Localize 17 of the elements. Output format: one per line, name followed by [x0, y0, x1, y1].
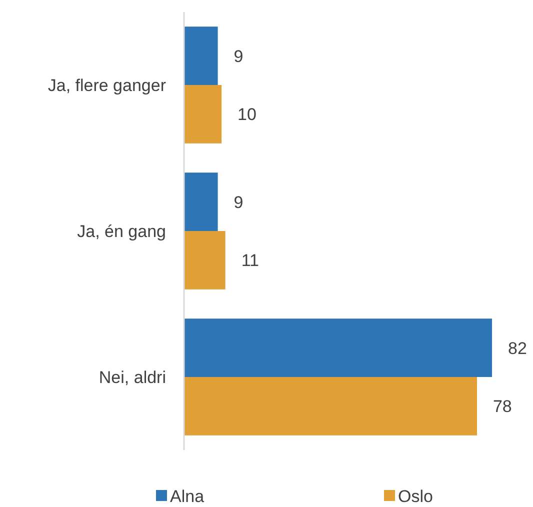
data-label: 11 — [241, 251, 259, 270]
data-label: 78 — [492, 397, 512, 416]
data-label: 82 — [508, 338, 527, 358]
bar — [184, 85, 222, 144]
bar — [184, 231, 226, 290]
data-label: 9 — [234, 46, 244, 66]
legend-label: Oslo — [398, 486, 433, 506]
legend-label: Alna — [170, 486, 205, 506]
bar — [184, 26, 218, 85]
bar — [184, 172, 218, 231]
y-tick-label: Nei, aldri — [98, 368, 166, 387]
bar — [184, 318, 492, 377]
bar — [184, 377, 477, 436]
y-tick-label: Ja, flere ganger — [48, 76, 166, 95]
data-label: 10 — [238, 105, 256, 124]
data-label: 9 — [234, 192, 244, 212]
y-tick-label: Ja, én gang — [77, 222, 166, 241]
